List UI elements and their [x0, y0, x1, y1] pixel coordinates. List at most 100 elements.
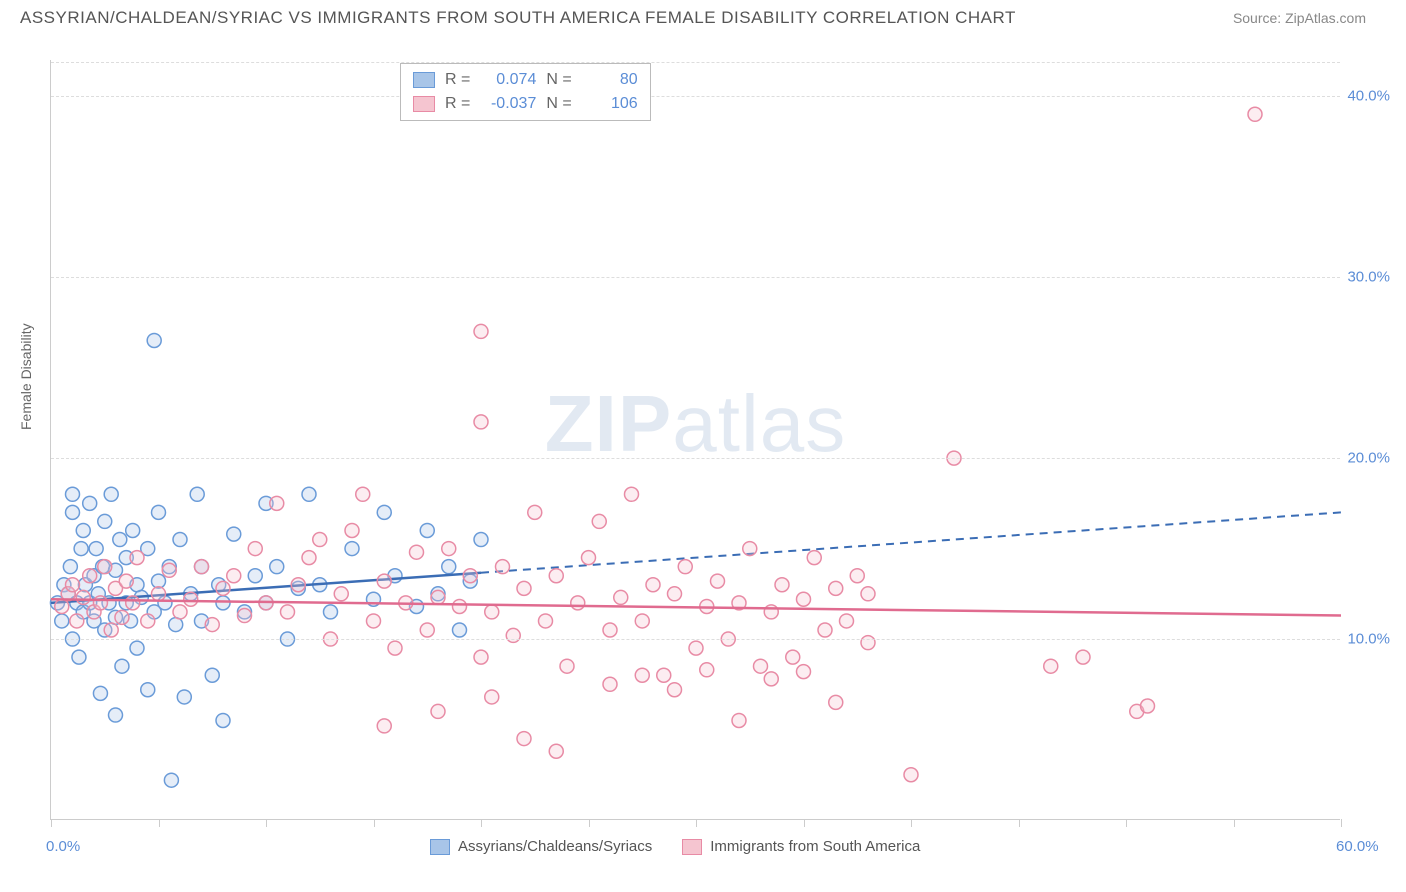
data-point: [98, 560, 112, 574]
data-point: [904, 768, 918, 782]
legend-swatch: [430, 839, 450, 855]
data-point: [119, 574, 133, 588]
y-tick-label: 30.0%: [1347, 269, 1390, 286]
data-point: [861, 636, 875, 650]
data-point: [115, 610, 129, 624]
data-point: [603, 623, 617, 637]
data-point: [152, 574, 166, 588]
data-point: [818, 623, 832, 637]
data-point: [83, 569, 97, 583]
stats-row: R =-0.037N =106: [413, 92, 638, 116]
stat-label: N =: [546, 68, 571, 92]
data-point: [764, 605, 778, 619]
data-point: [104, 623, 118, 637]
data-point: [334, 587, 348, 601]
stat-value: 106: [582, 92, 638, 116]
data-point: [1248, 107, 1262, 121]
data-point: [711, 574, 725, 588]
data-point: [442, 560, 456, 574]
data-point: [592, 514, 606, 528]
x-tick: [1126, 819, 1127, 827]
data-point: [70, 614, 84, 628]
data-point: [635, 668, 649, 682]
data-point: [528, 505, 542, 519]
data-point: [1141, 699, 1155, 713]
data-point: [420, 523, 434, 537]
data-point: [216, 581, 230, 595]
data-point: [184, 592, 198, 606]
data-point: [420, 623, 434, 637]
data-point: [582, 551, 596, 565]
gridline: [51, 458, 1340, 459]
stat-value: 80: [582, 68, 638, 92]
data-point: [66, 578, 80, 592]
correlation-stats-box: R =0.074N =80R =-0.037N =106: [400, 63, 651, 121]
data-point: [324, 605, 338, 619]
data-point: [485, 605, 499, 619]
x-tick: [481, 819, 482, 827]
y-tick-label: 40.0%: [1347, 88, 1390, 105]
data-point: [141, 683, 155, 697]
data-point: [130, 551, 144, 565]
data-point: [74, 542, 88, 556]
data-point: [345, 523, 359, 537]
x-tick: [1234, 819, 1235, 827]
data-point: [367, 614, 381, 628]
stat-label: R =: [445, 92, 470, 116]
data-point: [66, 505, 80, 519]
legend-swatch: [413, 96, 435, 112]
data-point: [786, 650, 800, 664]
legend-swatch: [682, 839, 702, 855]
stat-label: N =: [546, 92, 571, 116]
data-point: [485, 690, 499, 704]
data-point: [689, 641, 703, 655]
data-point: [152, 587, 166, 601]
data-point: [104, 487, 118, 501]
data-point: [216, 713, 230, 727]
data-point: [302, 551, 316, 565]
x-tick: [804, 819, 805, 827]
data-point: [72, 650, 86, 664]
data-point: [76, 523, 90, 537]
data-point: [668, 587, 682, 601]
data-point: [130, 641, 144, 655]
data-point: [775, 578, 789, 592]
chart-header: ASSYRIAN/CHALDEAN/SYRIAC VS IMMIGRANTS F…: [0, 0, 1406, 28]
data-point: [93, 686, 107, 700]
data-point: [657, 668, 671, 682]
x-tick: [266, 819, 267, 827]
data-point: [126, 523, 140, 537]
data-point: [164, 773, 178, 787]
gridline: [51, 62, 1340, 63]
trendline-dashed: [481, 512, 1341, 572]
data-point: [807, 551, 821, 565]
y-tick-label: 10.0%: [1347, 631, 1390, 648]
data-point: [270, 560, 284, 574]
data-point: [147, 333, 161, 347]
source-attribution: Source: ZipAtlas.com: [1233, 10, 1366, 26]
data-point: [474, 415, 488, 429]
legend-label: Immigrants from South America: [710, 838, 920, 855]
data-point: [55, 614, 69, 628]
data-point: [377, 505, 391, 519]
y-axis-label: Female Disability: [18, 323, 34, 430]
data-point: [195, 560, 209, 574]
data-point: [743, 542, 757, 556]
plot-svg: [51, 60, 1341, 820]
data-point: [63, 560, 77, 574]
data-point: [463, 569, 477, 583]
data-point: [829, 581, 843, 595]
data-point: [453, 599, 467, 613]
data-point: [93, 596, 107, 610]
data-point: [797, 592, 811, 606]
legend-item: Assyrians/Chaldeans/Syriacs: [430, 838, 652, 855]
data-point: [517, 581, 531, 595]
data-point: [377, 574, 391, 588]
x-tick: [1341, 819, 1342, 827]
data-point: [270, 496, 284, 510]
data-point: [635, 614, 649, 628]
data-point: [281, 605, 295, 619]
legend-swatch: [413, 72, 435, 88]
data-point: [850, 569, 864, 583]
data-point: [205, 668, 219, 682]
